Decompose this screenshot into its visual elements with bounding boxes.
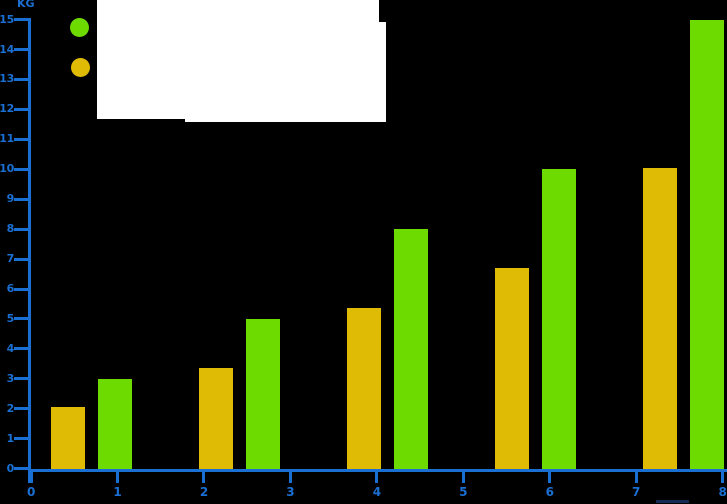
x-tick-label-7: 7 — [632, 485, 641, 499]
y-tick-label-8: 8 — [6, 222, 15, 236]
x-tick-label-2: 2 — [199, 485, 208, 499]
bar-green-3 — [394, 229, 429, 469]
x-axis-line — [28, 469, 727, 472]
y-tick-label-13: 13 — [0, 72, 14, 86]
bar-gold-4 — [495, 268, 529, 469]
y-tick-label-0: 0 — [6, 461, 15, 475]
y-tick-label-7: 7 — [6, 252, 15, 266]
y-axis-title: KG — [17, 0, 35, 10]
y-tick-5 — [14, 317, 31, 321]
bar-gold-5 — [643, 167, 677, 469]
x-tick-5 — [461, 471, 465, 483]
y-tick-label-1: 1 — [6, 431, 15, 445]
x-tick-label-6: 6 — [545, 485, 554, 499]
x-tick-label-1: 1 — [113, 485, 122, 499]
y-tick-14 — [14, 48, 31, 52]
y-tick-label-3: 3 — [6, 371, 15, 385]
bar-green-1 — [98, 378, 133, 469]
y-tick-6 — [14, 287, 31, 291]
y-tick-label-4: 4 — [6, 341, 15, 355]
white-overlay-main — [97, 0, 386, 119]
y-tick-7 — [14, 257, 31, 261]
bar-green-5 — [690, 19, 725, 469]
y-tick-10 — [14, 167, 31, 171]
y-tick-4 — [14, 347, 31, 351]
white-overlay-lip — [185, 119, 386, 122]
bar-gold-3 — [347, 308, 381, 469]
bar-gold-1 — [51, 407, 85, 469]
x-tick-8 — [721, 471, 725, 483]
bottom-edge-artifact — [656, 500, 689, 503]
white-overlay-notch — [379, 0, 386, 22]
x-tick-6 — [548, 471, 552, 483]
x-tick-label-8: 8 — [718, 485, 727, 499]
y-tick-label-6: 6 — [6, 282, 15, 295]
bar-green-4 — [542, 169, 577, 469]
y-tick-1 — [14, 437, 31, 441]
y-tick-8 — [14, 227, 31, 231]
x-tick-label-3: 3 — [286, 485, 295, 499]
y-tick-label-10: 10 — [0, 162, 14, 176]
y-tick-label-2: 2 — [6, 401, 15, 415]
legend-dot-gold — [71, 58, 90, 77]
bar-gold-2 — [199, 368, 233, 469]
y-tick-12 — [14, 107, 31, 111]
y-tick-11 — [14, 137, 31, 141]
bar-green-2 — [246, 318, 281, 469]
y-tick-13 — [14, 77, 31, 81]
y-axis-line — [28, 18, 31, 483]
x-tick-4 — [375, 471, 379, 483]
x-tick-3 — [288, 471, 292, 483]
x-tick-label-4: 4 — [372, 485, 381, 499]
y-tick-9 — [14, 197, 31, 201]
y-tick-label-9: 9 — [6, 192, 15, 206]
y-tick-label-5: 5 — [6, 311, 15, 325]
y-tick-label-14: 14 — [0, 42, 14, 56]
y-tick-label-11: 11 — [0, 132, 14, 146]
x-tick-label-5: 5 — [459, 485, 468, 499]
y-tick-15 — [14, 18, 31, 22]
x-tick-7 — [634, 471, 638, 483]
y-tick-label-12: 12 — [0, 102, 14, 116]
x-tick-0 — [29, 471, 33, 483]
y-tick-label-15: 15 — [0, 12, 14, 26]
y-tick-2 — [14, 407, 31, 411]
x-tick-label-0: 0 — [26, 485, 36, 499]
y-tick-0 — [14, 467, 31, 471]
y-tick-3 — [14, 377, 31, 381]
x-tick-2 — [202, 471, 206, 483]
legend-dot-green — [70, 18, 89, 37]
x-tick-1 — [115, 471, 119, 483]
